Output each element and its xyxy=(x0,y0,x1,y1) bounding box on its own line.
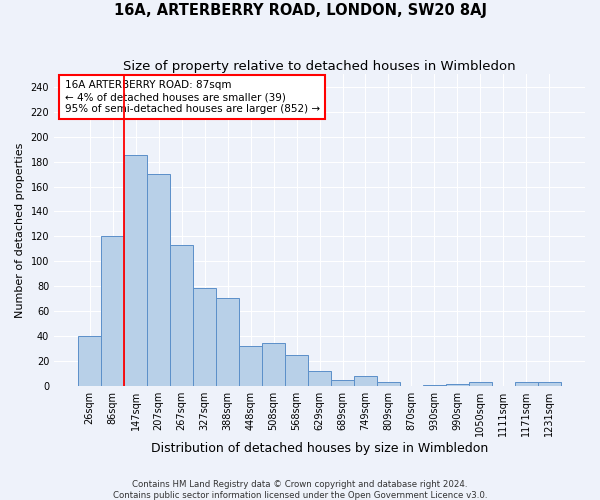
Bar xyxy=(354,376,377,386)
Bar xyxy=(538,382,561,386)
Bar xyxy=(262,342,285,386)
Y-axis label: Number of detached properties: Number of detached properties xyxy=(15,142,25,318)
Bar xyxy=(331,380,354,386)
Bar xyxy=(377,382,400,386)
Bar xyxy=(423,385,446,386)
Bar xyxy=(170,245,193,386)
Title: Size of property relative to detached houses in Wimbledon: Size of property relative to detached ho… xyxy=(123,60,516,73)
Text: 16A ARTERBERRY ROAD: 87sqm
← 4% of detached houses are smaller (39)
95% of semi-: 16A ARTERBERRY ROAD: 87sqm ← 4% of detac… xyxy=(65,80,320,114)
Text: Contains HM Land Registry data © Crown copyright and database right 2024.
Contai: Contains HM Land Registry data © Crown c… xyxy=(113,480,487,500)
Bar xyxy=(308,371,331,386)
Bar xyxy=(124,156,147,386)
Bar xyxy=(216,298,239,386)
X-axis label: Distribution of detached houses by size in Wimbledon: Distribution of detached houses by size … xyxy=(151,442,488,455)
Bar xyxy=(446,384,469,386)
Bar xyxy=(515,382,538,386)
Bar xyxy=(78,336,101,386)
Bar xyxy=(469,382,492,386)
Text: 16A, ARTERBERRY ROAD, LONDON, SW20 8AJ: 16A, ARTERBERRY ROAD, LONDON, SW20 8AJ xyxy=(113,2,487,18)
Bar xyxy=(101,236,124,386)
Bar xyxy=(147,174,170,386)
Bar xyxy=(239,346,262,386)
Bar xyxy=(285,355,308,386)
Bar xyxy=(193,288,216,386)
